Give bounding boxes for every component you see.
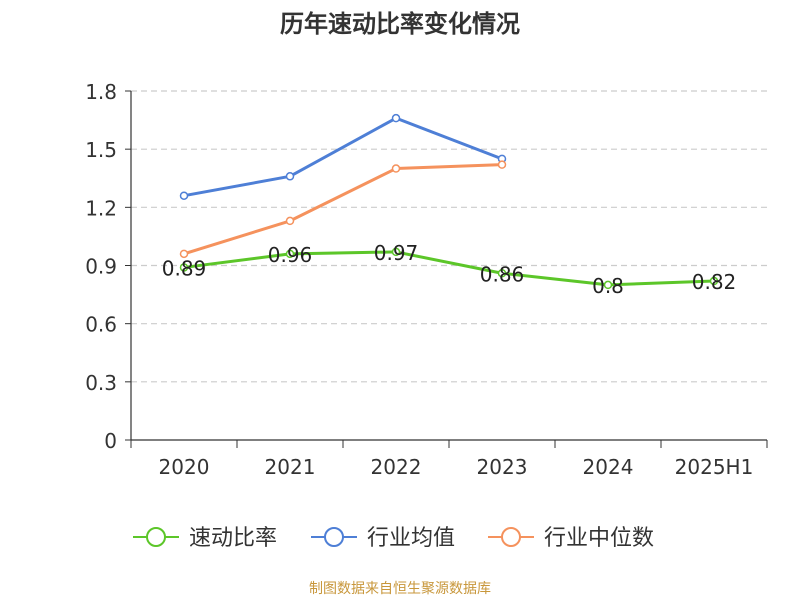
data-label: 0.96 (268, 243, 313, 267)
axis-layer: 0 0.3 0.6 0.9 1.2 1.5 1.8 2020 2021 2022 2023 2024 2… (85, 80, 768, 479)
y-tick-label: 0.6 (85, 313, 117, 337)
data-label: 0.8 (592, 274, 624, 298)
data-point (497, 160, 507, 169)
grid-layer (131, 90, 767, 383)
y-tick-label: 1.8 (85, 80, 117, 104)
series-layer (179, 113, 719, 290)
data-point (285, 172, 295, 181)
data-label: 0.86 (480, 262, 525, 286)
data-point (709, 276, 719, 286)
data-point (179, 263, 189, 272)
series-line-2 (183, 163, 503, 256)
data-point (391, 247, 401, 257)
y-tick-label: 1.5 (85, 138, 117, 162)
data-point (603, 280, 613, 290)
x-tick-label: 2021 (265, 455, 316, 479)
series-line-0 (183, 250, 715, 287)
legend-label: 速动比率 (189, 526, 277, 551)
data-point (285, 249, 295, 259)
legend-marker (146, 527, 166, 547)
data-label: 0.97 (374, 241, 419, 265)
data-point (179, 191, 189, 200)
legend-label: 行业中位数 (544, 526, 654, 551)
x-tick-label: 2025H1 (675, 455, 754, 479)
series-line-1 (183, 116, 503, 198)
data-point (391, 164, 401, 173)
data-label-layer: 0.89 0.96 0.97 0.86 0.8 0.82 (162, 241, 737, 298)
data-point (285, 216, 295, 226)
legend-item-1: 行业均值 (311, 526, 455, 551)
legend-label: 行业均值 (367, 526, 455, 551)
legend: 速动比率 行业均值 行业中位数 (133, 526, 654, 551)
data-label: 0.89 (162, 256, 207, 280)
legend-marker (501, 527, 521, 547)
y-tick-label: 0 (104, 429, 117, 453)
y-tick-label: 1.2 (85, 196, 117, 220)
chart-title: 历年速动比率变化情况 (280, 10, 520, 38)
legend-marker (324, 527, 344, 547)
x-tick-label: 2024 (583, 455, 634, 479)
y-tick-label: 0.3 (85, 371, 117, 395)
x-tick-label: 2020 (159, 455, 210, 479)
x-tick-label: 2023 (477, 455, 528, 479)
data-source-note: 制图数据来自恒生聚源数据库 (309, 581, 491, 597)
data-point (179, 249, 189, 259)
legend-item-0: 速动比率 (133, 526, 277, 551)
data-label: 0.82 (692, 270, 737, 294)
x-tick-label: 2022 (371, 455, 422, 479)
y-tick-label: 0.9 (85, 255, 117, 279)
data-point (497, 269, 507, 278)
data-point (391, 113, 401, 123)
legend-item-2: 行业中位数 (488, 526, 654, 551)
